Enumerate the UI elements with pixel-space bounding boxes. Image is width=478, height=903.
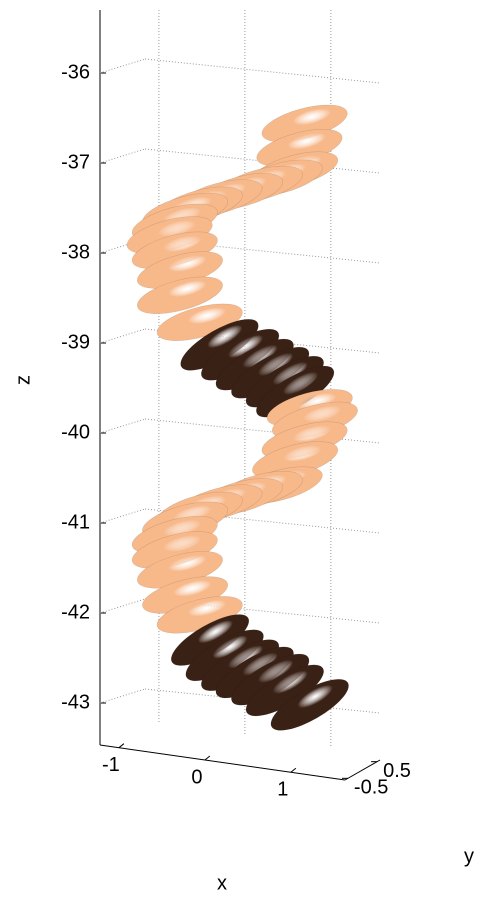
grid-line <box>144 148 381 174</box>
grid-line <box>99 58 146 74</box>
z-tick-label: -39 <box>61 331 90 353</box>
x-axis <box>99 744 346 781</box>
z-tick-label: -43 <box>61 691 90 713</box>
x-tick-label: 0 <box>191 766 202 788</box>
z-tick-label: -36 <box>61 61 90 83</box>
y-tick-label: -0.5 <box>354 777 388 799</box>
grid-line <box>99 598 146 614</box>
grid-line <box>99 508 146 524</box>
y-tick-label: 0.5 <box>383 760 411 782</box>
grid-line <box>99 148 146 164</box>
z-tick-label: -40 <box>61 421 90 443</box>
z-tick-label: -42 <box>61 601 90 623</box>
grid-line <box>144 58 381 84</box>
disk <box>137 276 223 314</box>
grid-line <box>144 688 381 714</box>
z-tick-label: -38 <box>61 241 90 263</box>
z-label: z <box>12 375 34 385</box>
disk <box>270 679 349 731</box>
grid-line <box>99 418 146 434</box>
x-tick <box>290 767 297 773</box>
x-tick-label: -1 <box>102 754 120 776</box>
y-axis <box>344 759 381 781</box>
x-label: x <box>217 872 227 894</box>
grid-line <box>99 688 146 704</box>
x-tick <box>204 755 211 761</box>
z-tick-label: -37 <box>61 151 90 173</box>
x-tick <box>118 743 125 749</box>
x-tick-label: 1 <box>277 779 288 801</box>
y-label: y <box>464 845 474 867</box>
grid-line <box>99 328 146 344</box>
grid-line <box>144 418 381 444</box>
z-tick-label: -41 <box>61 511 90 533</box>
disk <box>156 303 243 341</box>
